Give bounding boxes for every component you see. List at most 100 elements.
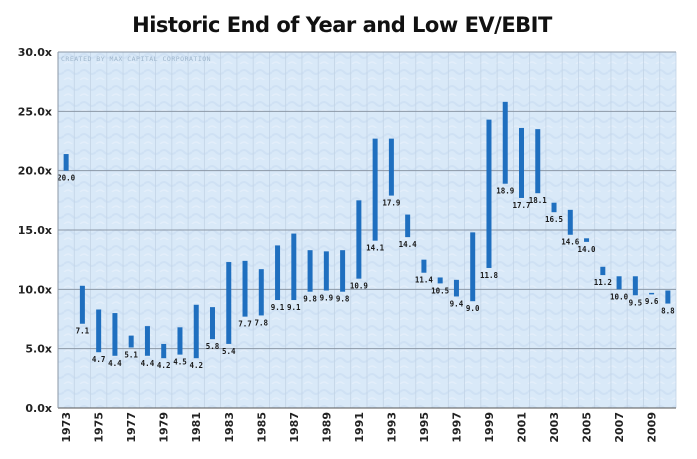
x-tick-label: 1999 <box>483 412 496 443</box>
x-tick-label: 2009 <box>646 412 659 443</box>
bar-1974 <box>79 285 85 324</box>
y-tick-label: 5.0x <box>25 343 52 356</box>
bar-1987 <box>291 233 297 301</box>
x-tick-label: 1973 <box>60 412 73 443</box>
bar-1980 <box>177 327 183 355</box>
low-label-2009: 9.6 <box>645 297 659 306</box>
bar-1994 <box>405 214 411 238</box>
low-label-1977: 5.1 <box>124 350 138 359</box>
low-label-1994: 14.4 <box>399 240 418 249</box>
low-label-1980: 4.5 <box>173 358 187 367</box>
x-tick-label: 1989 <box>320 412 333 443</box>
y-tick-label: 10.0x <box>18 283 52 296</box>
x-tick-label: 1997 <box>450 412 463 443</box>
bar-1985 <box>258 269 264 316</box>
bar-2007 <box>616 276 622 290</box>
low-label-2000: 18.9 <box>496 187 515 196</box>
low-label-1989: 9.9 <box>320 294 334 303</box>
bar-1983 <box>226 262 232 344</box>
x-tick-label: 1991 <box>353 412 366 443</box>
low-label-2006: 11.2 <box>594 278 612 287</box>
bar-1976 <box>112 313 118 356</box>
bar-1991 <box>356 200 362 279</box>
y-tick-label: 20.0x <box>18 165 52 178</box>
low-label-1976: 4.4 <box>108 359 122 368</box>
x-tick-label: 2005 <box>581 412 594 443</box>
bar-1979 <box>161 343 167 359</box>
x-tick-label: 1977 <box>125 412 138 443</box>
x-tick-label: 1981 <box>190 412 203 443</box>
x-tick-label: 1995 <box>418 412 431 443</box>
low-label-1979: 4.2 <box>157 361 171 370</box>
bar-1992 <box>372 138 378 241</box>
bar-1977 <box>128 335 134 348</box>
x-tick-label: 1985 <box>255 412 268 443</box>
low-label-1999: 11.8 <box>480 271 499 280</box>
low-value-labels: 20.07.14.7 4.45.14.4 4.2 4.5 4.25.85.47.7 7.8… <box>57 174 675 370</box>
x-tick-label: 1983 <box>223 412 236 443</box>
bar-2006 <box>600 266 606 276</box>
low-label-2001: 17.7 <box>512 201 530 210</box>
x-tick-label: 1993 <box>385 412 398 443</box>
bar-1973 <box>63 154 69 171</box>
low-label-1993: 17.9 <box>382 199 401 208</box>
low-label-1983: 5.4 <box>222 347 236 356</box>
low-label-1974: 7.1 <box>76 327 90 336</box>
low-label-1978: 4.4 <box>141 359 155 368</box>
low-label-1982: 5.8 <box>206 342 220 351</box>
bar-2004 <box>567 209 573 235</box>
bar-1975 <box>96 309 102 353</box>
low-label-2002: 18.1 <box>529 196 548 205</box>
bar-1989 <box>323 251 329 291</box>
low-label-1984: 7.7 <box>238 320 252 329</box>
bar-1997 <box>453 279 459 297</box>
bar-2009 <box>649 292 655 295</box>
bar-1981 <box>193 304 199 359</box>
low-label-1987: 9.1 <box>287 303 301 312</box>
x-tick-label: 1979 <box>158 412 171 443</box>
y-tick-label: 0.0x <box>25 402 52 415</box>
y-tick-label: 15.0x <box>18 224 52 237</box>
x-tick-label: 2007 <box>613 412 626 443</box>
bar-2003 <box>551 202 557 213</box>
x-axis-ticks: 1973 1975 1977 1979 1981 1983 1985 1987 1989 1991… <box>60 412 658 443</box>
y-axis-ticks: 0.0x 5.0x 10.0x 15.0x 20.0x 25.0x 30.0x <box>18 46 52 415</box>
bar-1982 <box>210 307 215 340</box>
bar-2001 <box>519 127 524 198</box>
bar-1993 <box>388 138 394 196</box>
chart-title: Historic End of Year and Low EV/EBIT <box>132 13 553 37</box>
low-label-1991: 10.9 <box>350 282 369 291</box>
bar-2002 <box>535 129 541 194</box>
bar-1978 <box>144 326 150 356</box>
low-label-1988: 9.8 <box>303 295 317 304</box>
low-label-2004: 14.6 <box>561 238 580 247</box>
low-label-1973: 20.0 <box>57 174 76 183</box>
x-tick-label: 1987 <box>288 412 301 443</box>
low-label-2008: 9.5 <box>629 298 643 307</box>
bar-2010 <box>665 290 671 304</box>
bar-1996 <box>437 277 443 284</box>
bar-2005 <box>584 238 590 242</box>
low-label-1995: 11.4 <box>415 276 434 285</box>
low-label-2010: 8.8 <box>661 307 675 316</box>
bar-1984 <box>242 260 248 317</box>
low-label-1986: 9.1 <box>271 303 285 312</box>
bar-1998 <box>470 232 476 302</box>
bar-1990 <box>340 250 346 292</box>
y-tick-label: 25.0x <box>18 105 52 118</box>
low-label-2003: 16.5 <box>545 215 563 224</box>
x-tick-label: 1975 <box>93 412 106 443</box>
low-label-1975: 4.7 <box>92 355 106 364</box>
low-label-2005: 14.0 <box>578 245 597 254</box>
low-label-1985: 7.8 <box>255 318 269 327</box>
bar-1995 <box>421 259 427 273</box>
bar-1988 <box>307 250 313 292</box>
bar-2008 <box>632 276 638 296</box>
low-label-2007: 10.0 <box>610 292 629 301</box>
bar-1986 <box>275 245 281 301</box>
x-tick-label: 2001 <box>516 412 529 443</box>
low-label-1996: 10.5 <box>431 286 449 295</box>
x-tick-label: 2003 <box>548 412 561 443</box>
y-tick-label: 30.0x <box>18 46 52 59</box>
